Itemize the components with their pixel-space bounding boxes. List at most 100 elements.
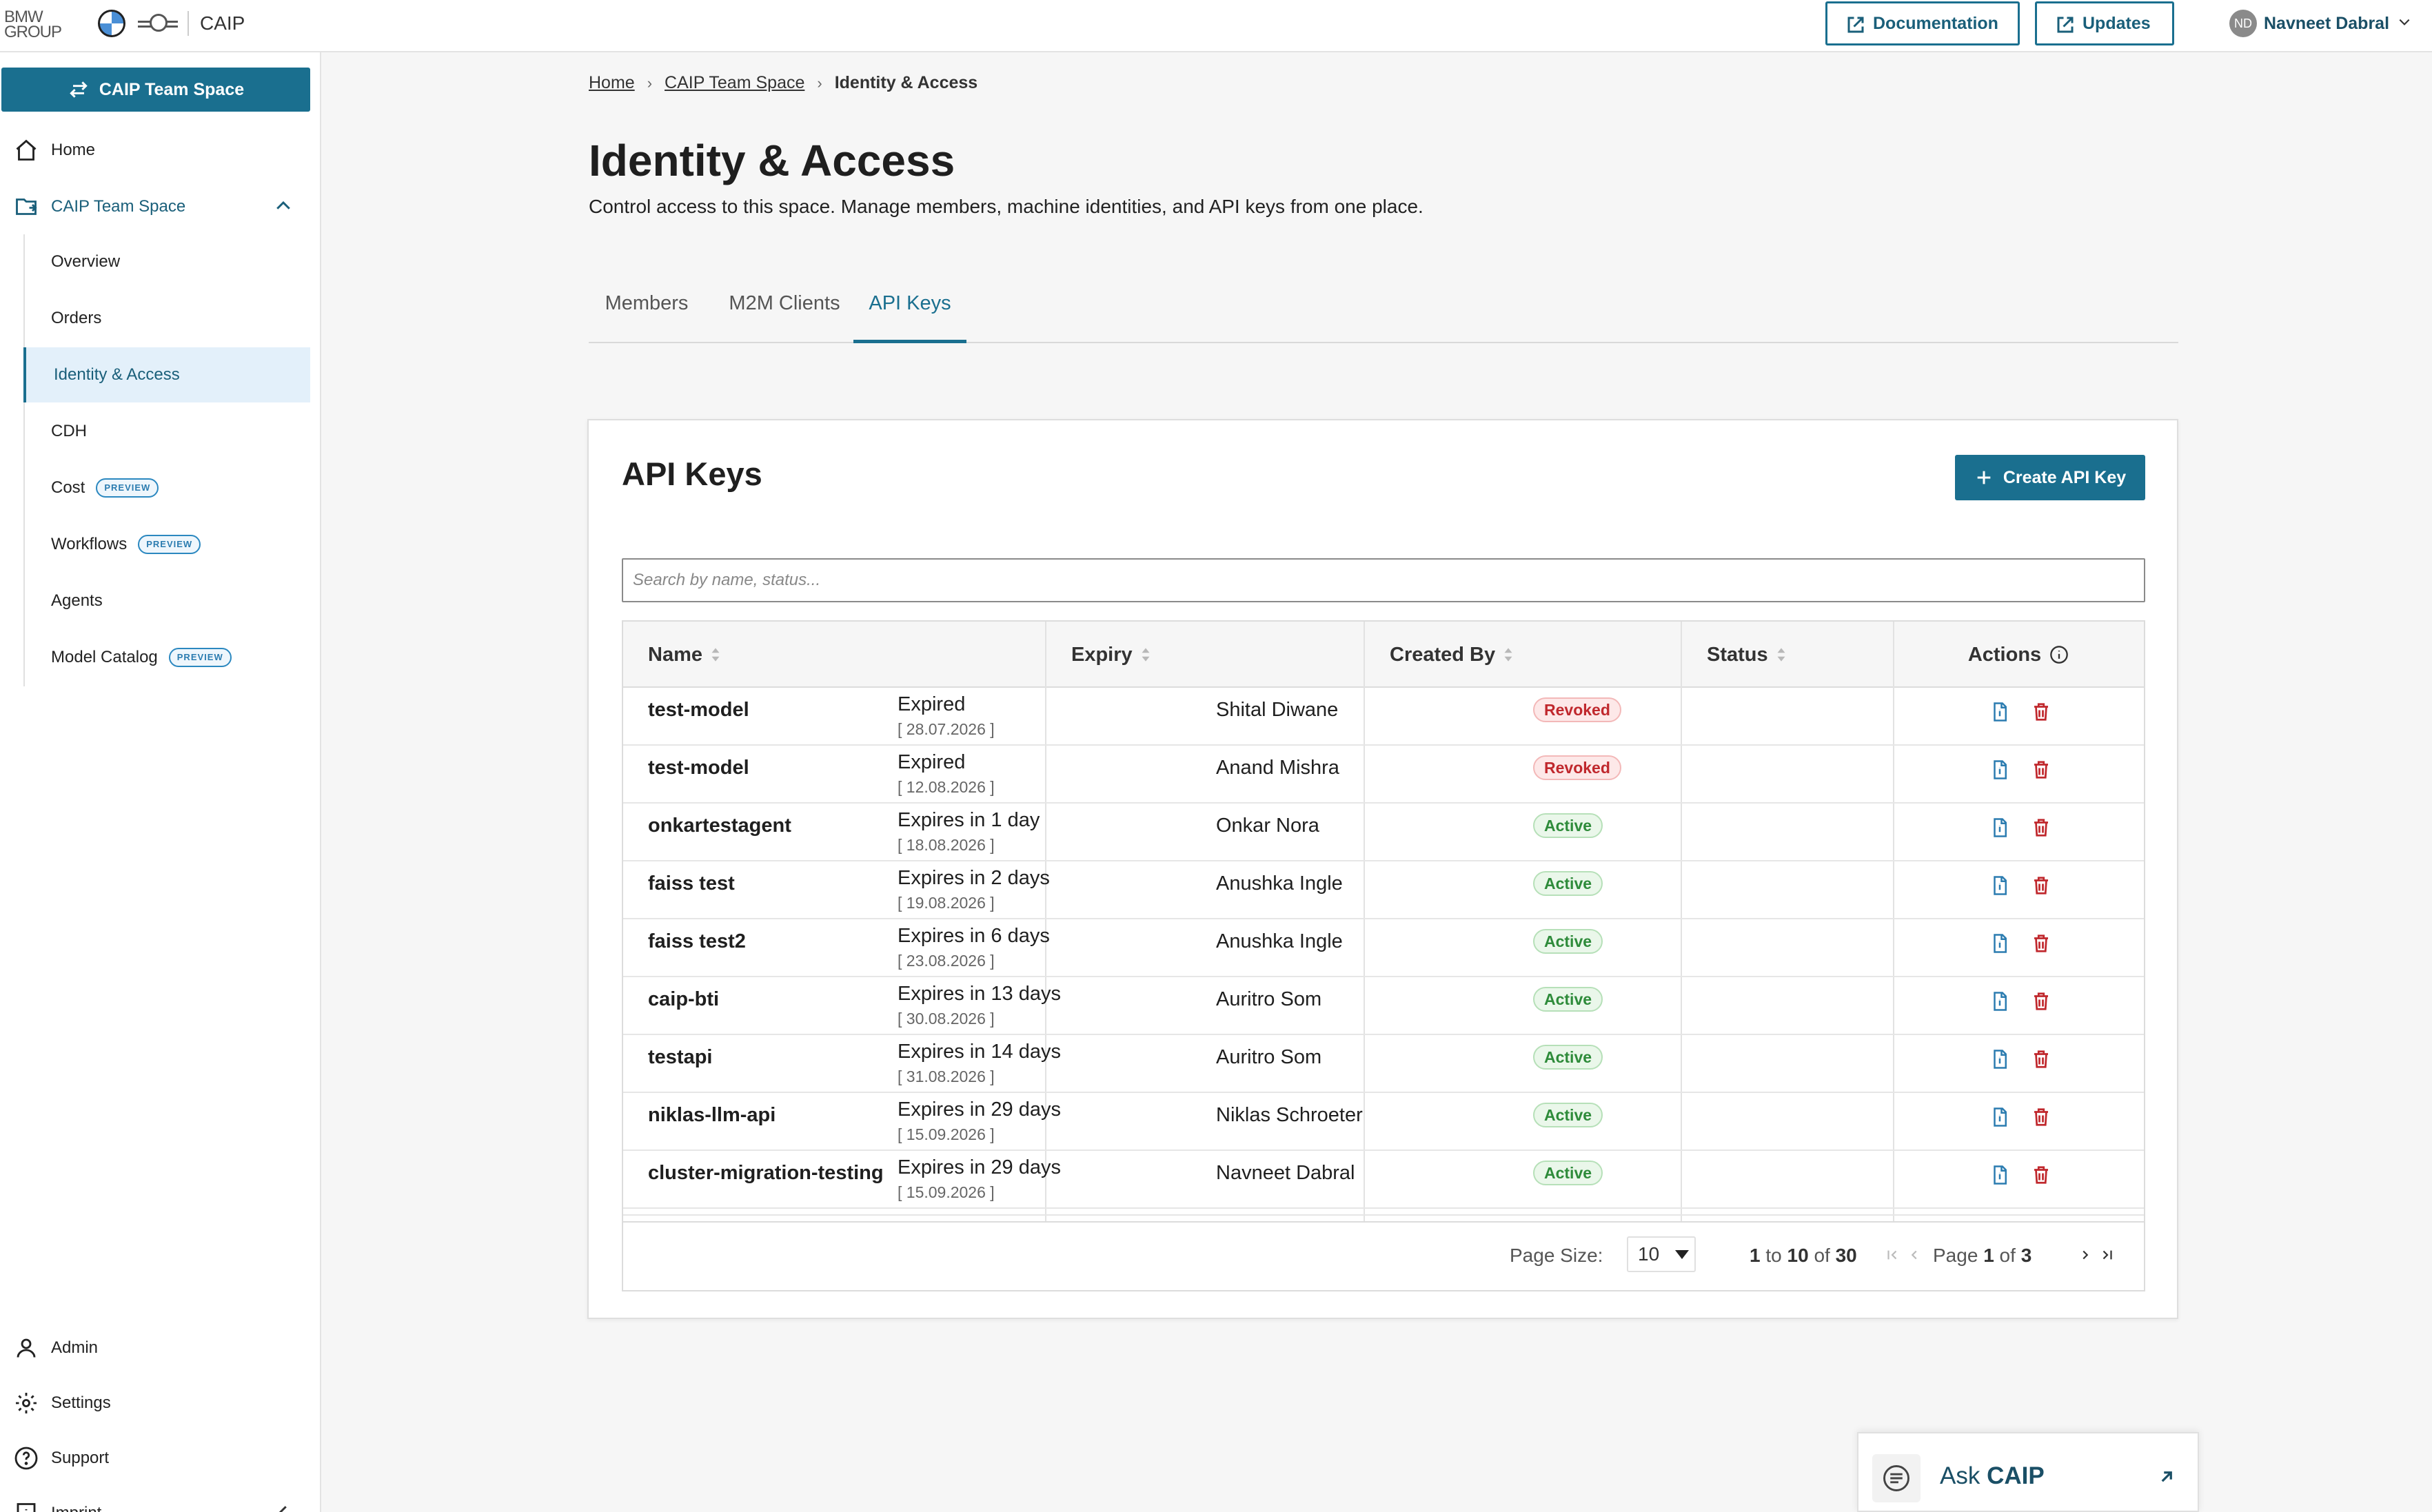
- breadcrumb-home[interactable]: Home: [589, 73, 635, 92]
- key-name: test-model: [648, 757, 749, 779]
- view-details-icon[interactable]: [1989, 817, 2010, 841]
- sidebar-item-label: CDH: [51, 422, 87, 440]
- sidebar-item-imprint[interactable]: Imprint: [0, 1486, 310, 1512]
- status-badge: Active: [1533, 1161, 1603, 1185]
- sidebar-item-support[interactable]: Support: [0, 1431, 310, 1486]
- table-row[interactable]: cluster-migration-testing Expires in 29 d…: [623, 1151, 2144, 1209]
- tab-api-keys[interactable]: API Keys: [853, 285, 966, 343]
- table-row[interactable]: test-model Expired [ 28.07.2026 ] Shital Di…: [623, 688, 2144, 746]
- created-by: Navneet Dabral: [1216, 1162, 1355, 1184]
- user-name[interactable]: Navneet Dabral: [2264, 14, 2390, 33]
- key-expiry: Expired [ 12.08.2026 ]: [898, 751, 995, 809]
- sidebar-item-model-catalog[interactable]: Model Catalog PREVIEW: [23, 630, 310, 685]
- app-name[interactable]: CAIP: [200, 12, 245, 34]
- sidebar-item-orders[interactable]: Orders: [23, 291, 310, 346]
- key-expiry: Expires in 14 days [ 31.08.2026 ]: [898, 1041, 1061, 1099]
- sidebar-item-label: Overview: [51, 252, 121, 271]
- info-icon[interactable]: [2049, 645, 2069, 664]
- gear-icon: [16, 1393, 37, 1413]
- space-switcher-button[interactable]: CAIP Team Space: [1, 68, 310, 112]
- table-row[interactable]: faiss test2 Expires in 6 days [ 23.08.2026…: [623, 919, 2144, 977]
- tab-m2m-clients[interactable]: M2M Clients: [729, 292, 840, 314]
- expiry-date: [ 15.09.2026 ]: [898, 1183, 995, 1201]
- sidebar-item-settings[interactable]: Settings: [0, 1376, 310, 1431]
- sort-icon[interactable]: [1503, 647, 1513, 662]
- sidebar-item-caip-team-space[interactable]: CAIP Team Space: [0, 179, 310, 234]
- documentation-button[interactable]: Documentation: [1825, 1, 2020, 45]
- first-page-icon[interactable]: [1885, 1246, 1900, 1264]
- sidebar-item-label: Home: [51, 141, 96, 159]
- sidebar-item-cost[interactable]: Cost PREVIEW: [23, 460, 310, 515]
- status-cell: Active: [1533, 1161, 1603, 1218]
- updates-button[interactable]: Updates: [2035, 1, 2174, 45]
- page-size-select[interactable]: 10: [1627, 1236, 1696, 1272]
- status-badge: Revoked: [1533, 697, 1621, 722]
- table-row[interactable]: niklas-llm-api Expires in 29 days [ 15.09.…: [623, 1093, 2144, 1151]
- chevron-down-icon[interactable]: [2398, 15, 2411, 29]
- folder-share-icon: [16, 198, 37, 215]
- last-page-icon[interactable]: [2100, 1246, 2115, 1264]
- table-row[interactable]: test-model Expired [ 12.08.2026 ] Anand Mis…: [623, 746, 2144, 804]
- sidebar-item-workflows[interactable]: Workflows PREVIEW: [23, 517, 310, 572]
- row-range: 1 to 10 of 30: [1750, 1245, 1857, 1266]
- sidebar-item-identity-access[interactable]: Identity & Access: [23, 347, 310, 402]
- view-details-icon[interactable]: [1989, 759, 2010, 783]
- created-by: Auritro Som: [1216, 1046, 1322, 1068]
- table-row[interactable]: caip-bti Expires in 13 days [ 30.08.2026 ]…: [623, 977, 2144, 1035]
- sidebar-item-overview[interactable]: Overview: [23, 234, 310, 289]
- column-divider: [1364, 622, 1365, 1221]
- view-details-icon[interactable]: [1989, 1049, 2010, 1072]
- sidebar-item-admin[interactable]: Admin: [0, 1320, 310, 1376]
- status-cell: Active: [1533, 1103, 1603, 1161]
- sidebar-item-label: Orders: [51, 309, 102, 327]
- sidebar-item-home[interactable]: Home: [0, 123, 310, 178]
- view-details-icon[interactable]: [1989, 1107, 2010, 1130]
- avatar[interactable]: ND: [2229, 10, 2257, 37]
- view-details-icon[interactable]: [1989, 991, 2010, 1014]
- column-header-expiry[interactable]: Expiry: [1046, 622, 1151, 688]
- sort-icon[interactable]: [711, 647, 720, 662]
- column-header-name[interactable]: Name: [623, 622, 720, 688]
- sort-icon[interactable]: [1776, 647, 1786, 662]
- ask-caip-panel[interactable]: Ask CAIP: [1857, 1432, 2199, 1512]
- delete-icon[interactable]: [2031, 1107, 2051, 1130]
- expiry-text: Expired: [898, 693, 966, 715]
- delete-icon[interactable]: [2031, 702, 2051, 725]
- view-details-icon[interactable]: [1989, 875, 2010, 899]
- previous-page-icon[interactable]: [1907, 1246, 1922, 1264]
- sidebar-item-agents[interactable]: Agents: [23, 573, 310, 629]
- expiry-date: [ 18.08.2026 ]: [898, 836, 995, 854]
- delete-icon[interactable]: [2031, 991, 2051, 1014]
- key-expiry: Expires in 29 days [ 15.09.2026 ]: [898, 1156, 1061, 1214]
- delete-icon[interactable]: [2031, 933, 2051, 957]
- key-expiry: Expires in 6 days [ 23.08.2026 ]: [898, 925, 1050, 983]
- collapse-sidebar-icon[interactable]: [273, 1502, 294, 1512]
- tab-members[interactable]: Members: [605, 292, 689, 314]
- search-input[interactable]: [622, 558, 2145, 602]
- table-row[interactable]: onkartestagent Expires in 1 day [ 18.08.20…: [623, 804, 2144, 861]
- delete-icon[interactable]: [2031, 817, 2051, 841]
- sidebar-item-cdh[interactable]: CDH: [23, 404, 310, 459]
- delete-icon[interactable]: [2031, 875, 2051, 899]
- arrow-up-right-icon[interactable]: [2156, 1467, 2177, 1487]
- delete-icon[interactable]: [2031, 1165, 2051, 1188]
- created-by: Onkar Nora: [1216, 815, 1319, 837]
- table-row[interactable]: faiss test Expires in 2 days [ 19.08.2026 …: [623, 861, 2144, 919]
- view-details-icon[interactable]: [1989, 1165, 2010, 1188]
- delete-icon[interactable]: [2031, 1049, 2051, 1072]
- table-row[interactable]: testapi Expires in 14 days [ 31.08.2026 ] A…: [623, 1035, 2144, 1093]
- next-page-icon[interactable]: [2078, 1246, 2093, 1264]
- chevron-up-icon[interactable]: [273, 196, 294, 216]
- sidebar-item-label: Identity & Access: [54, 365, 180, 384]
- sort-icon[interactable]: [1141, 647, 1151, 662]
- delete-icon[interactable]: [2031, 759, 2051, 783]
- status-badge: Active: [1533, 1045, 1603, 1070]
- view-details-icon[interactable]: [1989, 933, 2010, 957]
- view-details-icon[interactable]: [1989, 702, 2010, 725]
- row-actions: [1989, 1107, 2051, 1165]
- breadcrumb-space[interactable]: CAIP Team Space: [665, 73, 805, 92]
- create-api-key-button[interactable]: Create API Key: [1955, 455, 2145, 500]
- column-header-created-by[interactable]: Created By: [1365, 622, 1513, 688]
- column-header-status[interactable]: Status: [1682, 622, 1786, 688]
- home-icon: [16, 139, 37, 161]
